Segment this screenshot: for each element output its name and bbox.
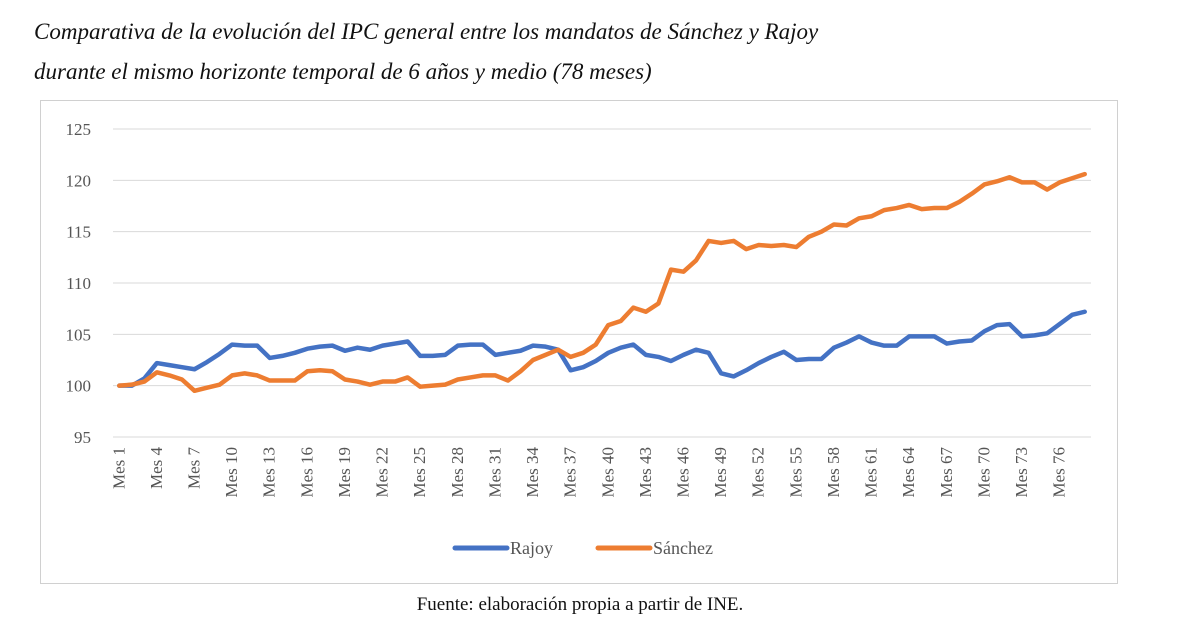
x-tick-label: Mes 37 — [561, 447, 580, 498]
x-tick-label: Mes 31 — [485, 447, 504, 498]
x-tick-label: Mes 16 — [297, 447, 316, 498]
x-tick-label: Mes 13 — [260, 447, 279, 498]
series-line-rajoy — [117, 309, 1087, 388]
x-tick-label: Mes 10 — [222, 447, 241, 498]
y-tick-label: 105 — [66, 325, 92, 344]
x-tick-label: Mes 43 — [636, 447, 655, 498]
x-tick-label: Mes 64 — [899, 447, 918, 498]
line-chart: 95 100 105 110 115 120 125 Mes 1 Mes 4 Mes 7 Mes 1… — [66, 120, 1091, 558]
chart-title: Comparativa de la evolución del IPC gene… — [34, 12, 1034, 92]
x-tick-label: Mes 58 — [824, 447, 843, 498]
x-tick-label: Mes 67 — [937, 447, 956, 498]
x-tick-label: Mes 28 — [448, 447, 467, 498]
x-tick-label: Mes 49 — [711, 447, 730, 498]
source-note: Fuente: elaboración propia a partir de I… — [416, 594, 744, 615]
chart-frame: 95 100 105 110 115 120 125 Mes 1 Mes 4 Mes 7 Mes 1… — [40, 100, 1118, 584]
x-tick-label: Mes 70 — [974, 447, 993, 498]
x-tick-label: Mes 4 — [147, 447, 166, 490]
x-tick-label: Mes 61 — [862, 447, 881, 498]
x-tick-label: Mes 73 — [1012, 447, 1031, 498]
y-tick-label: 125 — [66, 120, 92, 139]
chart-title-line-2: durante el mismo horizonte temporal de 6… — [34, 59, 652, 84]
x-tick-label: Mes 34 — [523, 447, 542, 498]
x-tick-label: Mes 7 — [185, 447, 204, 490]
x-tick-label: Mes 25 — [410, 447, 429, 498]
y-tick-label: 95 — [74, 428, 91, 447]
series-line-sanchez — [117, 171, 1087, 394]
x-tick-label: Mes 1 — [109, 447, 128, 489]
x-tick-label: Mes 52 — [749, 447, 768, 498]
y-tick-label: 100 — [66, 377, 92, 396]
x-tick-label: Mes 46 — [674, 447, 693, 498]
x-tick-label: Mes 55 — [786, 447, 805, 498]
y-tick-label: 115 — [66, 223, 91, 242]
x-tick-label: Mes 76 — [1050, 447, 1069, 498]
x-tick-label: Mes 22 — [373, 447, 392, 498]
y-tick-label: 120 — [66, 171, 92, 190]
y-tick-label: 110 — [66, 274, 91, 293]
x-tick-label: Mes 19 — [335, 447, 354, 498]
legend-label-sanchez: Sánchez — [653, 538, 713, 558]
x-tick-label: Mes 40 — [598, 447, 617, 498]
chart-title-line-1: Comparativa de la evolución del IPC gene… — [34, 19, 819, 44]
legend-label-rajoy: Rajoy — [510, 538, 553, 558]
